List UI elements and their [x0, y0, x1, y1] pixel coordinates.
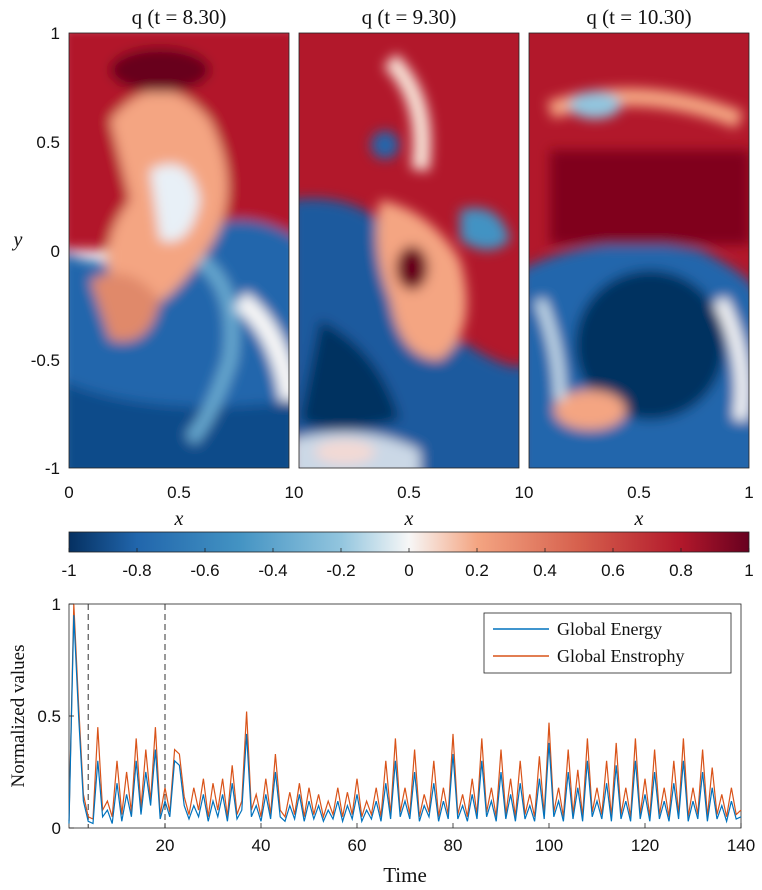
panel-1-title: q (t = 8.30) — [132, 5, 227, 29]
colorbar-tick-label: 0.4 — [533, 561, 557, 580]
x-tick-label: 0.5 — [167, 483, 191, 502]
x-tick-label: 0 — [64, 483, 73, 502]
heatmap-x-axis: 0 0.5 10 0.5 10 0.5 1 x x x — [64, 483, 753, 530]
x-tick-label: 0.5 — [397, 483, 421, 502]
legend-box — [483, 612, 732, 674]
panel-3-x-label: x — [634, 508, 644, 530]
y-tick-label: -1 — [45, 459, 60, 478]
time-x-label: Time — [383, 863, 427, 887]
heatmap-panel-2: q (t = 9.30) — [298, 5, 520, 469]
time-y-label: Normalized values — [8, 645, 29, 788]
colorbar-tick-label: 0.2 — [465, 561, 489, 580]
timeseries-plot: 20 40 60 80 100 120 140 00.51 Time Normalized … — [8, 595, 755, 887]
x-tick-label: 100 — [535, 836, 563, 855]
x-tick-label: 140 — [727, 836, 755, 855]
y-tick-label: 0 — [52, 819, 61, 838]
colorbar-tick-label: -1 — [61, 561, 76, 580]
colorbar-tick-label: 0 — [404, 561, 413, 580]
colorbar-tick-label: -0.4 — [258, 561, 287, 580]
series-line — [68, 603, 742, 822]
x-tick-label: 0.5 — [627, 483, 651, 502]
colorbar-tick-label: -0.8 — [122, 561, 151, 580]
y-tick-label: 0 — [51, 242, 60, 261]
x-tick-label: 20 — [156, 836, 175, 855]
heatmap-y-axis: 1 0.5 0 -0.5 -1 y — [12, 24, 60, 478]
panel-2-title: q (t = 9.30) — [362, 5, 457, 29]
x-tick-label: 1 — [744, 483, 753, 502]
legend: Global Energy Global Enstrophy — [483, 612, 732, 674]
heatmap-y-label: y — [12, 229, 23, 251]
legend-label-energy: Global Energy — [557, 619, 662, 639]
panel-3-title: q (t = 10.30) — [586, 5, 691, 29]
x-tick-label: 60 — [348, 836, 367, 855]
series-line — [68, 615, 742, 825]
time-x-ticks: 20 40 60 80 100 120 140 — [156, 823, 755, 855]
legend-label-enstrophy: Global Enstrophy — [557, 646, 685, 666]
colorbar-tick-label: -0.6 — [190, 561, 219, 580]
y-tick-label: 1 — [51, 24, 60, 43]
y-tick-label: 0.5 — [37, 707, 61, 726]
time-y-ticks: 00.51 — [37, 595, 74, 838]
x-tick-label: 10 — [285, 483, 304, 502]
colorbar-tick-label: 1 — [744, 561, 753, 580]
x-tick-label: 80 — [444, 836, 463, 855]
heatmap-panel-1: q (t = 8.30) — [68, 5, 290, 469]
x-tick-label: 10 — [515, 483, 534, 502]
vertical-reference-lines — [87, 604, 166, 828]
x-tick-label: 40 — [252, 836, 271, 855]
y-tick-label: 0.5 — [36, 133, 60, 152]
x-tick-label: 120 — [631, 836, 659, 855]
colorbar-tick-label: -0.2 — [326, 561, 355, 580]
colorbar-tick-label: 0.6 — [601, 561, 625, 580]
panel-1-x-label: x — [174, 508, 184, 530]
series-lines — [68, 603, 742, 825]
colorbar: -1 -0.8 -0.6 -0.4 -0.2 0 0.2 0.4 0.6 0.8 1 — [61, 531, 754, 580]
y-tick-label: -0.5 — [31, 351, 60, 370]
panel-2-x-label: x — [404, 508, 414, 530]
colorbar-ticks: -1 -0.8 -0.6 -0.4 -0.2 0 0.2 0.4 0.6 0.8 1 — [61, 548, 754, 580]
y-tick-label: 1 — [52, 595, 61, 614]
colorbar-tick-label: 0.8 — [669, 561, 693, 580]
heatmap-panel-3: q (t = 10.30) — [528, 5, 750, 469]
